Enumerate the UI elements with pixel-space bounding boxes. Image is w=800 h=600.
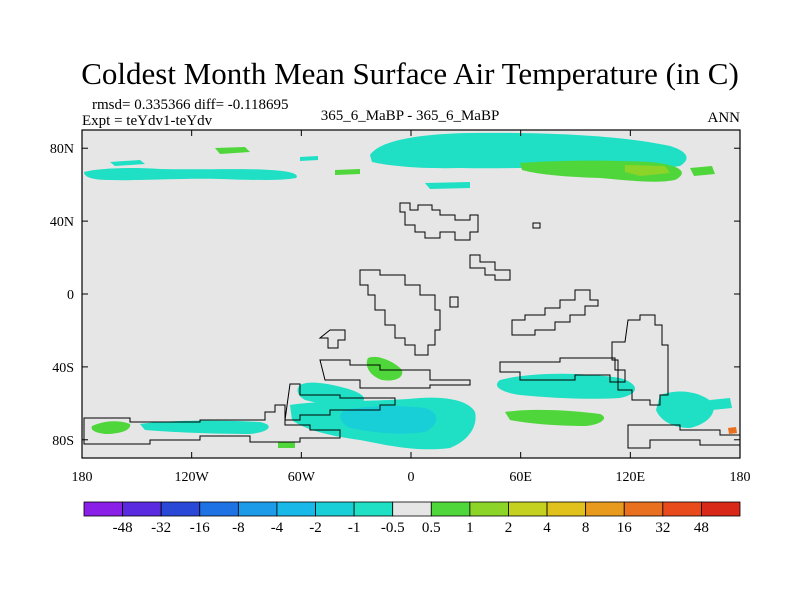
colorbar-swatch [122,501,162,517]
map-axes: 180 120W 60W 0 60E 120E 180 80N 40N 0 40S 80S [50,130,751,485]
coastline-antarctica [83,404,341,445]
colorbar-label: 48 [694,520,709,536]
anomaly-greenland-small [335,169,360,175]
coastline-south-america [359,269,441,356]
anomaly-southern-ocean-west [297,382,365,406]
anomaly-eurasia-small [425,182,470,189]
coastline-southern-band-west [284,383,396,421]
colorbar: -48 -32 -16 -8 -4 -2 -1 -0.5 0.5 1 2 4 8 16 32 48 [83,501,741,536]
colorbar-label: -0.5 [381,520,405,536]
x-tick-label: 180 [72,470,93,485]
coastline-madagascar-area [511,289,599,336]
colorbar-label: -2 [309,520,322,536]
coastline-africa-east [469,254,511,281]
colorbar-label: -8 [232,520,245,536]
colorbar-swatch [237,501,278,517]
anomaly-antarctic-small [278,442,295,448]
anomaly-australia-south [656,391,714,428]
anomaly-south-atlantic [366,356,403,381]
colorbar-swatch [83,501,123,517]
colorbar-swatch [623,501,664,517]
anomaly-pacific-south-band [140,420,269,434]
y-tick-label: 40N [50,215,74,230]
chart-title: Coldest Month Mean Surface Air Temperatu… [81,56,739,91]
colorbar-swatch [546,501,587,517]
colorbar-label: 16 [617,520,633,536]
colorbar-swatch [392,501,432,517]
anomaly-north-pacific-small [110,160,145,166]
anomaly-arctic-eurasia [370,132,687,169]
colorbar-label: -32 [151,520,171,536]
colorbar-swatch [315,501,355,517]
coastline-small-island-2 [449,296,459,308]
coastline-southern-band-atlantic [319,359,471,389]
x-tick-label: 180 [730,470,751,485]
stats-line: rmsd= 0.335366 diff= -0.118695 [92,97,289,113]
anomaly-indian-ocean-south [505,409,605,426]
x-tick-label: 60W [288,470,316,485]
x-tick-label: 60E [509,470,532,485]
colorbar-label: -48 [113,520,133,536]
coastline-north-africa [399,202,479,241]
x-tick-label: 0 [408,470,415,485]
colorbar-label: 32 [655,520,670,536]
colorbar-label: -16 [190,520,210,536]
colorbar-label: -4 [271,520,284,536]
anomaly-weddell-core [340,405,437,434]
x-tick-label: 120E [616,470,646,485]
season-label: ANN [708,110,741,126]
colorbar-swatch [430,501,471,517]
anomaly-fills [84,132,737,450]
colorbar-label: 4 [543,520,551,536]
coastline-southern-band-east [499,357,626,383]
y-tick-label: 80N [50,142,74,157]
colorbar-label: 1 [466,520,474,536]
anomaly-east-siberia-small [690,166,715,176]
coastline-australia [611,314,669,406]
colorbar-swatch [701,501,741,517]
anomaly-north-pacific [84,168,297,181]
experiment-line: Expt = teYdv1-teYdv [82,113,213,129]
y-tick-label: 40S [52,361,74,376]
colorbar-swatch [508,501,548,517]
colorbar-swatch [276,501,316,517]
colorbar-swatch [160,501,201,517]
anomaly-pacific-far-small [728,427,737,434]
colorbar-label: -1 [348,520,361,536]
anomaly-pacific-southeast-small [710,398,732,410]
anomaly-canada-small [300,156,318,161]
colorbar-swatch [469,501,509,517]
anomaly-siberia-core [625,165,670,176]
colorbar-swatch [662,501,702,517]
coastline-pacific-islands [318,329,346,349]
x-tick-label: 120W [175,470,210,485]
coastline-small-island [532,222,541,229]
anomaly-alaska-small [215,147,250,154]
colorbar-label: 8 [582,520,590,536]
chart-subtitle: 365_6_MaBP - 365_6_MaBP [321,108,500,124]
colorbar-label: 2 [505,520,513,536]
colorbar-swatch [353,501,394,517]
y-tick-label: 80S [52,434,74,449]
coastline-outlines [83,202,741,449]
colorbar-swatch [585,501,625,517]
anomaly-ross-sea [91,421,131,434]
colorbar-swatch [199,501,239,517]
y-tick-label: 0 [67,288,74,303]
colorbar-label: 0.5 [422,520,441,536]
